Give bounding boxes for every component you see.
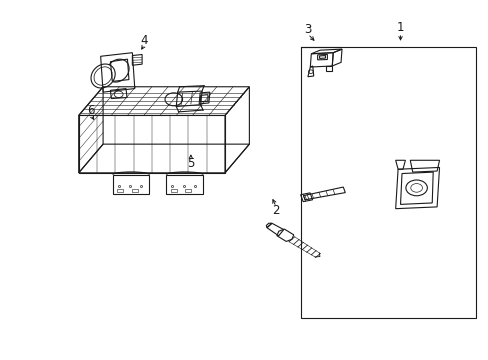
Ellipse shape — [91, 64, 115, 88]
Text: 6: 6 — [87, 104, 95, 117]
Text: 5: 5 — [187, 157, 194, 170]
Text: 1: 1 — [396, 21, 404, 34]
Text: 2: 2 — [272, 204, 279, 217]
Bar — [117, 189, 123, 192]
Bar — [170, 189, 176, 192]
Text: 3: 3 — [304, 23, 311, 36]
Bar — [132, 189, 138, 192]
Text: 4: 4 — [141, 33, 148, 47]
Bar — [185, 189, 191, 192]
